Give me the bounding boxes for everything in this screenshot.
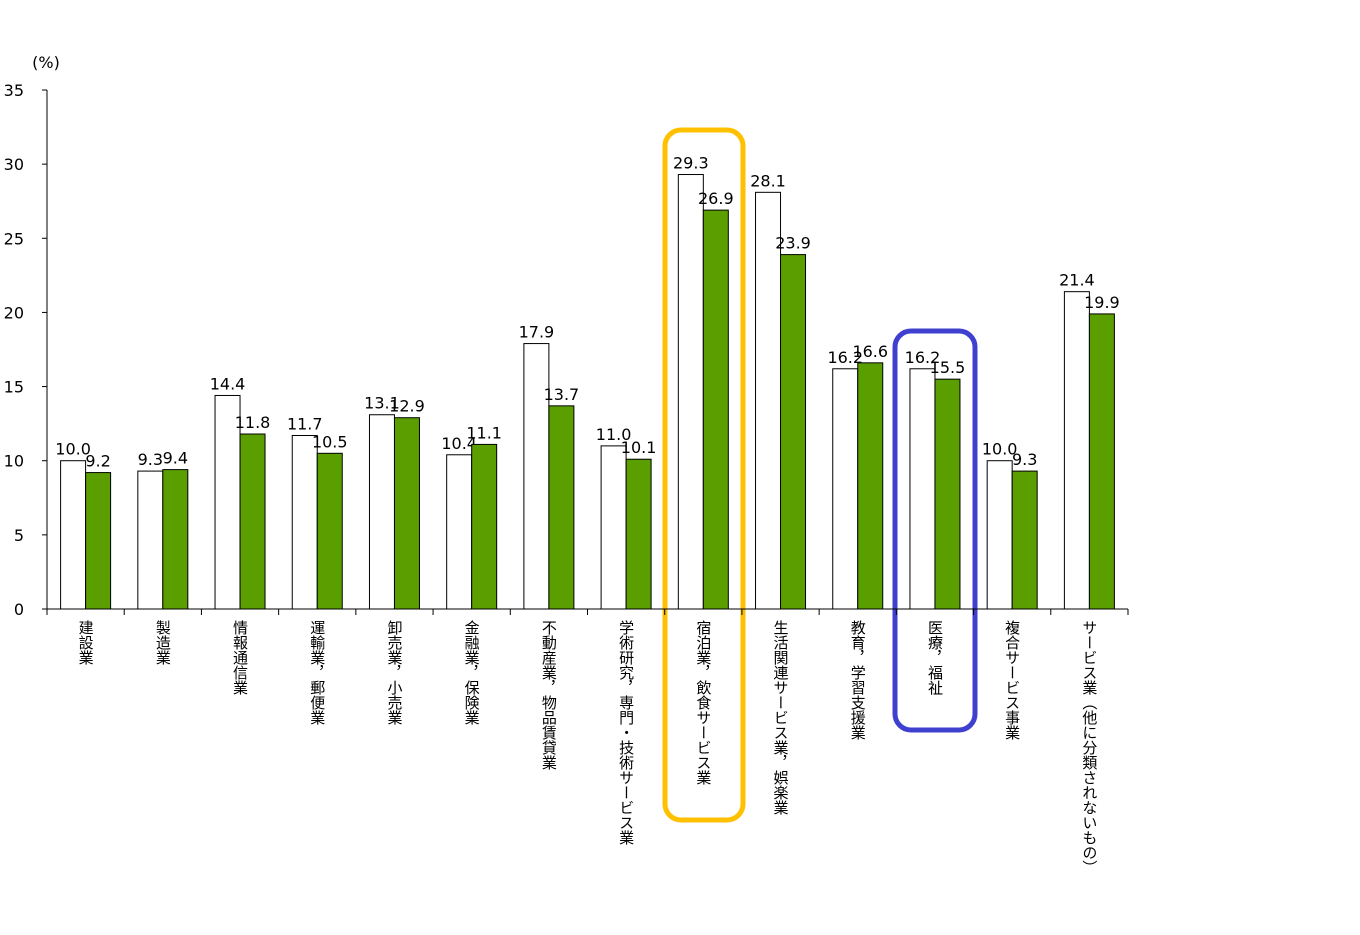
highlight-box [662, 127, 746, 823]
y-tick-label: 5 [14, 526, 24, 545]
x-tick-label: 医療，福祉 [926, 620, 944, 695]
x-tick-label: 情報通信業 [231, 620, 249, 695]
bar [393, 417, 420, 610]
value-label: 11.8 [235, 413, 271, 432]
x-tick-label: 金融業，保険業 [463, 620, 481, 725]
value-label: 11.0 [596, 425, 632, 444]
x-tick-label: 不動産業，物品賃貸業 [540, 620, 558, 770]
value-label: 9.3 [138, 450, 163, 469]
bar [600, 445, 627, 610]
bar [1063, 291, 1090, 610]
bar [1011, 470, 1038, 610]
bar [1088, 313, 1115, 610]
value-label: 12.9 [389, 397, 425, 416]
value-label: 9.3 [1012, 450, 1037, 469]
value-label: 26.9 [698, 189, 734, 208]
bar [832, 368, 859, 610]
bar [471, 443, 498, 610]
x-tick-label: 製造業 [154, 620, 172, 665]
bar [523, 343, 550, 610]
value-label: 13.1 [364, 394, 400, 413]
value-label: 9.4 [163, 449, 188, 468]
bar [446, 454, 473, 610]
value-label: 10.0 [55, 440, 91, 459]
value-label: 10.4 [441, 434, 477, 453]
x-tick-label: 宿泊業，飲食サービス業 [694, 620, 712, 785]
x-tick-label: 卸売業，小売業 [385, 620, 403, 725]
bar [548, 405, 575, 610]
value-label: 11.1 [466, 423, 502, 442]
bar [934, 378, 961, 610]
y-tick-label: 35 [4, 81, 24, 100]
value-label: 10.1 [621, 438, 657, 457]
y-tick-label: 25 [4, 229, 24, 248]
x-tick-label: サービス業（他に分類されないもの） [1080, 620, 1098, 875]
bar [986, 460, 1013, 610]
value-label: 16.2 [905, 348, 941, 367]
x-tick-label: 学術研究，専門・技術サービス業 [617, 620, 635, 845]
value-label: 10.0 [982, 440, 1018, 459]
bar [291, 435, 318, 610]
highlight-box [892, 328, 978, 733]
x-tick-label: 教育，学習支援業 [849, 620, 867, 740]
x-tick-label: 生活関連サービス業，娯楽業 [772, 620, 790, 815]
bar [368, 414, 395, 610]
x-tick-label: 複合サービス事業 [1003, 620, 1021, 740]
bar [316, 452, 343, 610]
bar [239, 433, 266, 610]
bar [60, 460, 87, 610]
bar [677, 174, 704, 610]
bar [85, 472, 112, 610]
value-label: 23.9 [775, 234, 811, 253]
value-label: 16.2 [827, 348, 863, 367]
value-label: 16.6 [852, 342, 888, 361]
y-tick-label: 30 [4, 155, 24, 174]
bar [702, 209, 729, 610]
bar [137, 470, 164, 610]
bar [162, 469, 189, 610]
bar [909, 368, 936, 610]
bar [625, 458, 652, 610]
x-tick-label: 建設業 [77, 620, 95, 665]
value-label: 13.7 [544, 385, 580, 404]
value-label: 19.9 [1084, 293, 1120, 312]
bar [780, 254, 807, 610]
bar [857, 362, 884, 610]
value-label: 14.4 [210, 374, 246, 393]
y-tick-label: 20 [4, 303, 24, 322]
value-label: 11.7 [287, 415, 323, 434]
y-tick-label: 0 [14, 600, 24, 619]
value-label: 17.9 [519, 323, 555, 342]
value-label: 29.3 [673, 154, 709, 173]
value-label: 15.5 [930, 358, 966, 377]
y-tick-label: 10 [4, 452, 24, 471]
x-tick-label: 運輸業，郵便業 [308, 620, 326, 725]
bar [755, 191, 782, 610]
bar [214, 394, 241, 610]
value-label: 21.4 [1059, 271, 1095, 290]
value-label: 10.5 [312, 432, 348, 451]
value-label: 9.2 [85, 452, 110, 471]
y-tick-label: 15 [4, 378, 24, 397]
value-label: 28.1 [750, 171, 786, 190]
y-axis-label: (%) [32, 53, 60, 72]
